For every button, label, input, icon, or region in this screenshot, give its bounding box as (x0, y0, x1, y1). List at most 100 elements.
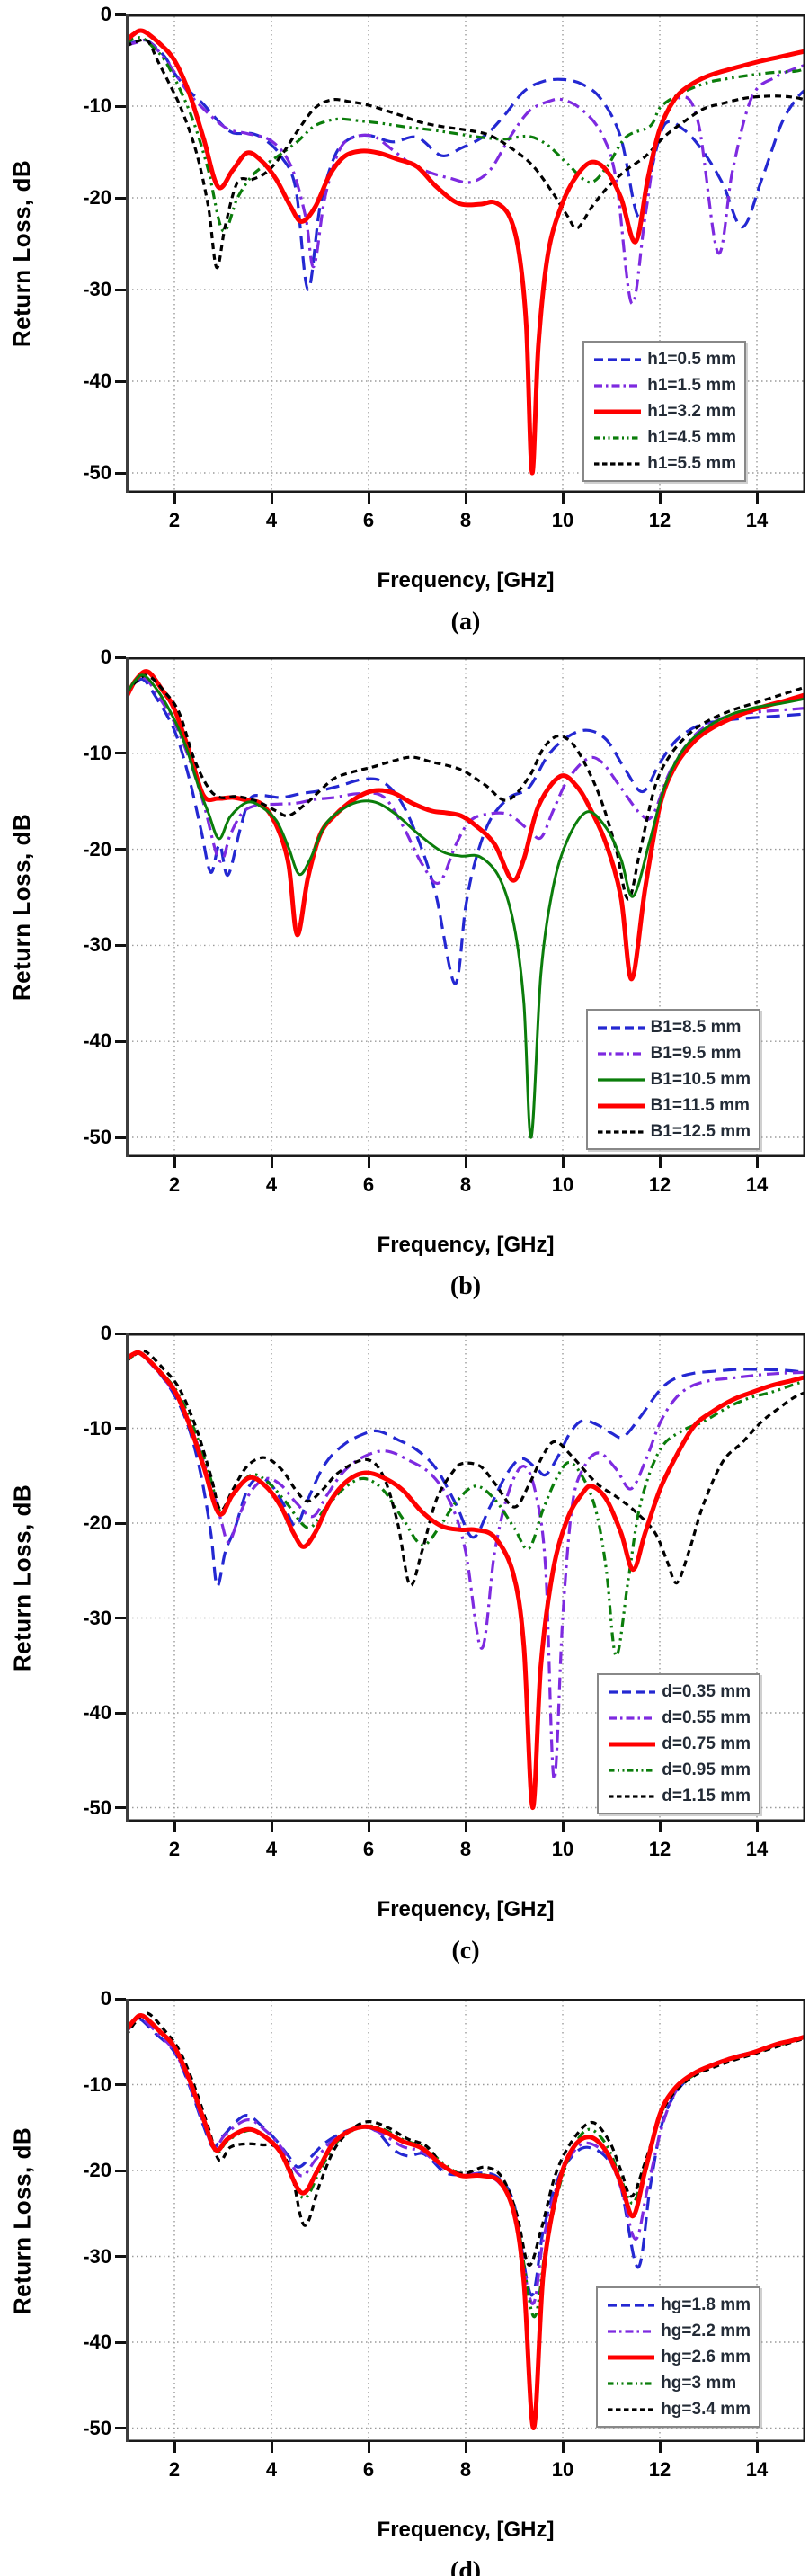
x-axis-label: Frequency, [GHz] (377, 1897, 555, 1921)
series-b1-8.5-mm (128, 677, 804, 985)
x-tick-label: 4 (265, 509, 278, 531)
legend-item-label: d=0.35 mm (662, 1681, 751, 1701)
legend-item: h1=4.5 mm (592, 424, 736, 450)
legend-line-sample (594, 409, 642, 414)
y-tick (115, 655, 126, 659)
series-h1-1.5-mm (128, 38, 804, 305)
x-axis-label: Frequency, [GHz] (377, 1233, 555, 1257)
panel-b-caption: (b) (449, 1272, 482, 1300)
series-d-0.75-mm (128, 1350, 804, 1811)
legend-item-label: B1=11.5 mm (650, 1095, 750, 1115)
legend-item-label: B1=12.5 mm (650, 1121, 751, 1141)
series-d-0.55-mm (128, 1351, 804, 1781)
series-d-0.95-mm (128, 1350, 804, 1658)
chart-c-plot (126, 1333, 805, 1822)
legend-item: d=0.55 mm (607, 1705, 751, 1731)
legend-item: hg=3 mm (606, 2370, 751, 2396)
legend-item-label: d=0.95 mm (662, 1760, 751, 1779)
series-h1-3.2-mm (128, 28, 804, 476)
x-tick (367, 2442, 370, 2453)
x-tick-label: 8 (459, 2458, 472, 2481)
legend: h1=0.5 mm h1=1.5 mm h1=3.2 mm h1=4.5 mm h1=5… (582, 341, 746, 482)
x-tick (658, 1157, 662, 1168)
x-tick (561, 1157, 565, 1168)
x-tick-label: 12 (648, 509, 671, 531)
y-tick (115, 1617, 126, 1619)
y-axis-label: Return Loss, dB (8, 2126, 35, 2314)
x-axis-label: Frequency, [GHz] (377, 568, 555, 593)
y-tick (115, 13, 126, 16)
legend-item-label: hg=3 mm (661, 2373, 737, 2393)
series-hg-2.2-mm (128, 2016, 804, 2305)
x-tick-label: 10 (551, 1173, 574, 1196)
legend-item: d=0.35 mm (607, 1679, 751, 1705)
y-tick (115, 196, 126, 200)
y-tick-label: -10 (83, 2072, 111, 2096)
x-tick-label: 14 (745, 509, 769, 531)
chart-a-plot (126, 14, 805, 493)
x-tick-label: 10 (551, 509, 574, 531)
y-axis-label: Return Loss, dB (8, 159, 35, 348)
legend-line-sample (608, 2381, 655, 2385)
y-tick (115, 848, 126, 851)
legend-line-sample (594, 383, 642, 388)
legend-item-label: hg=1.8 mm (661, 2295, 751, 2314)
y-tick (115, 1136, 126, 1139)
x-tick-label: 6 (362, 1838, 375, 1860)
y-tick-label: -10 (83, 741, 111, 764)
y-tick-label: -10 (83, 94, 111, 117)
y-tick (115, 288, 126, 291)
legend-item-label: B1=10.5 mm (650, 1069, 751, 1089)
x-tick (173, 493, 176, 504)
x-tick-label: 14 (745, 1173, 769, 1196)
x-tick (270, 2442, 273, 2453)
x-tick-label: 12 (648, 2458, 671, 2481)
y-tick (115, 2340, 126, 2344)
legend-line-sample (597, 1129, 645, 1134)
x-tick-label: 2 (168, 509, 181, 531)
series-b1-12.5-mm (128, 673, 804, 901)
y-tick-label: -10 (83, 1416, 111, 1440)
x-tick (367, 493, 370, 504)
legend-item: B1=12.5 mm (596, 1119, 751, 1145)
legend-line-sample (597, 1025, 645, 1030)
legend-item: d=1.15 mm (607, 1783, 751, 1809)
y-tick (115, 1427, 126, 1430)
y-tick (115, 1521, 126, 1525)
legend-item-label: h1=0.5 mm (647, 349, 736, 369)
legend-item-label: hg=3.4 mm (661, 2399, 751, 2419)
x-tick-label: 10 (551, 2458, 574, 2481)
y-tick (115, 2083, 126, 2086)
y-tick-label: 0 (100, 3, 111, 25)
x-tick (464, 1822, 467, 1832)
y-tick-label: -20 (83, 837, 111, 860)
legend-item: d=0.95 mm (607, 1757, 751, 1783)
legend-line-sample (609, 1794, 656, 1798)
x-tick-label: 6 (362, 2458, 375, 2481)
x-tick (367, 1822, 370, 1832)
legend: d=0.35 mm d=0.55 mm d=0.75 mm d=0.95 mm d=1.… (597, 1673, 760, 1814)
legend-item: h1=3.2 mm (592, 398, 736, 424)
x-tick-label: 8 (459, 1838, 472, 1860)
y-tick-label: 0 (100, 646, 111, 668)
y-tick-label: -40 (83, 370, 111, 392)
y-tick-label: -30 (83, 1606, 111, 1629)
y-tick (115, 2169, 126, 2172)
y-axis-label: Return Loss, dB (8, 813, 35, 1002)
legend-item-label: h1=4.5 mm (647, 427, 736, 447)
legend-item: hg=3.4 mm (606, 2396, 751, 2422)
legend-item: h1=1.5 mm (592, 372, 736, 398)
legend-line-sample (609, 1689, 656, 1694)
legend-line-sample (594, 357, 642, 361)
x-tick (173, 1157, 176, 1168)
y-tick-label: -50 (83, 461, 111, 484)
x-tick (464, 2442, 467, 2453)
panel-c: Return Loss, dB Frequency, [GHz] (c) 2 4 6… (0, 1288, 809, 1965)
legend-line-sample (608, 2303, 655, 2307)
y-tick (115, 1711, 126, 1715)
x-tick-label: 4 (265, 1838, 278, 1860)
y-tick-label: -40 (83, 2331, 111, 2353)
x-tick (464, 493, 467, 504)
panel-a: Return Loss, dB Frequency, [GHz] (a) 2 4 6… (0, 0, 809, 644)
y-tick (115, 471, 126, 475)
